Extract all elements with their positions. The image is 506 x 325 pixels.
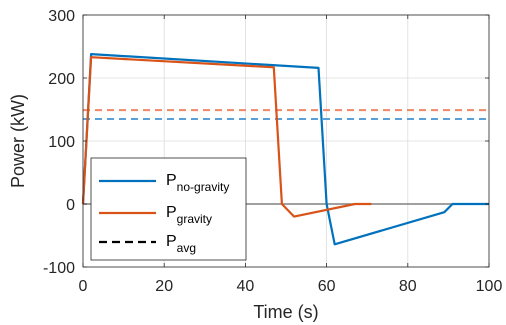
x-tick-label: 60	[318, 278, 336, 295]
x-tick-label: 40	[237, 278, 255, 295]
y-tick-label: 300	[48, 8, 75, 25]
legend-label-gravity: Pgravity	[166, 204, 212, 226]
y-axis-label: Power (kW)	[8, 94, 28, 188]
y-tick-label: 100	[48, 134, 75, 151]
legend: Pno-gravity Pgravity Pavg	[90, 157, 247, 261]
x-tick-label: 100	[476, 278, 503, 295]
series-line-no-gravity	[81, 52, 489, 246]
y-tick-label: 0	[66, 197, 75, 214]
legend-label-no-gravity: Pno-gravity	[166, 172, 229, 194]
legend-label-avg: Pavg	[166, 233, 196, 255]
x-tick-label: 0	[79, 278, 88, 295]
y-tick-label: -100	[43, 260, 75, 277]
series-line-gravity	[81, 56, 372, 218]
series-lines	[81, 52, 489, 246]
x-tick-label: 80	[399, 278, 417, 295]
x-tick-label: 20	[155, 278, 173, 295]
x-axis-label: Time (s)	[253, 302, 318, 322]
y-tick-label: 200	[48, 71, 75, 88]
